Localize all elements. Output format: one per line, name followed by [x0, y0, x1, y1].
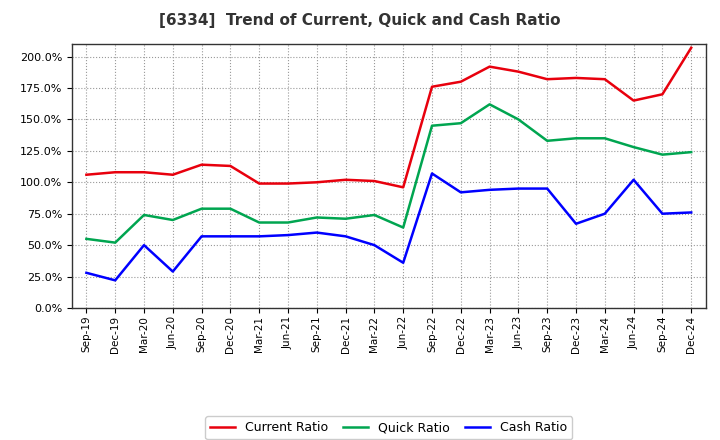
Cash Ratio — [456, 190, 465, 195]
Quick Ratio — [111, 240, 120, 245]
Quick Ratio — [399, 225, 408, 230]
Current Ratio — [543, 77, 552, 82]
Line: Quick Ratio: Quick Ratio — [86, 104, 691, 242]
Current Ratio — [197, 162, 206, 167]
Cash Ratio — [572, 221, 580, 227]
Current Ratio — [226, 163, 235, 169]
Current Ratio — [341, 177, 350, 183]
Quick Ratio — [226, 206, 235, 211]
Current Ratio — [687, 45, 696, 51]
Cash Ratio — [370, 242, 379, 248]
Cash Ratio — [658, 211, 667, 216]
Cash Ratio — [140, 242, 148, 248]
Cash Ratio — [312, 230, 321, 235]
Current Ratio — [140, 169, 148, 175]
Current Ratio — [428, 84, 436, 89]
Current Ratio — [658, 92, 667, 97]
Current Ratio — [284, 181, 292, 186]
Quick Ratio — [658, 152, 667, 157]
Quick Ratio — [284, 220, 292, 225]
Current Ratio — [399, 185, 408, 190]
Quick Ratio — [341, 216, 350, 221]
Current Ratio — [255, 181, 264, 186]
Line: Current Ratio: Current Ratio — [86, 48, 691, 187]
Cash Ratio — [687, 210, 696, 215]
Quick Ratio — [572, 136, 580, 141]
Line: Cash Ratio: Cash Ratio — [86, 173, 691, 280]
Current Ratio — [370, 178, 379, 183]
Quick Ratio — [255, 220, 264, 225]
Quick Ratio — [543, 138, 552, 143]
Quick Ratio — [600, 136, 609, 141]
Cash Ratio — [485, 187, 494, 192]
Quick Ratio — [687, 150, 696, 155]
Quick Ratio — [428, 123, 436, 128]
Cash Ratio — [82, 270, 91, 275]
Current Ratio — [456, 79, 465, 84]
Current Ratio — [514, 69, 523, 74]
Cash Ratio — [600, 211, 609, 216]
Cash Ratio — [543, 186, 552, 191]
Cash Ratio — [428, 171, 436, 176]
Cash Ratio — [399, 260, 408, 265]
Current Ratio — [572, 75, 580, 81]
Cash Ratio — [226, 234, 235, 239]
Quick Ratio — [197, 206, 206, 211]
Cash Ratio — [629, 177, 638, 183]
Current Ratio — [312, 180, 321, 185]
Current Ratio — [168, 172, 177, 177]
Current Ratio — [629, 98, 638, 103]
Quick Ratio — [140, 213, 148, 218]
Quick Ratio — [82, 236, 91, 242]
Quick Ratio — [168, 217, 177, 223]
Text: [6334]  Trend of Current, Quick and Cash Ratio: [6334] Trend of Current, Quick and Cash … — [159, 13, 561, 28]
Cash Ratio — [111, 278, 120, 283]
Cash Ratio — [341, 234, 350, 239]
Quick Ratio — [456, 121, 465, 126]
Cash Ratio — [284, 232, 292, 238]
Cash Ratio — [514, 186, 523, 191]
Cash Ratio — [255, 234, 264, 239]
Current Ratio — [600, 77, 609, 82]
Quick Ratio — [514, 117, 523, 122]
Legend: Current Ratio, Quick Ratio, Cash Ratio: Current Ratio, Quick Ratio, Cash Ratio — [205, 416, 572, 439]
Quick Ratio — [629, 144, 638, 150]
Current Ratio — [82, 172, 91, 177]
Quick Ratio — [370, 213, 379, 218]
Cash Ratio — [197, 234, 206, 239]
Quick Ratio — [485, 102, 494, 107]
Cash Ratio — [168, 269, 177, 274]
Current Ratio — [111, 169, 120, 175]
Current Ratio — [485, 64, 494, 69]
Quick Ratio — [312, 215, 321, 220]
